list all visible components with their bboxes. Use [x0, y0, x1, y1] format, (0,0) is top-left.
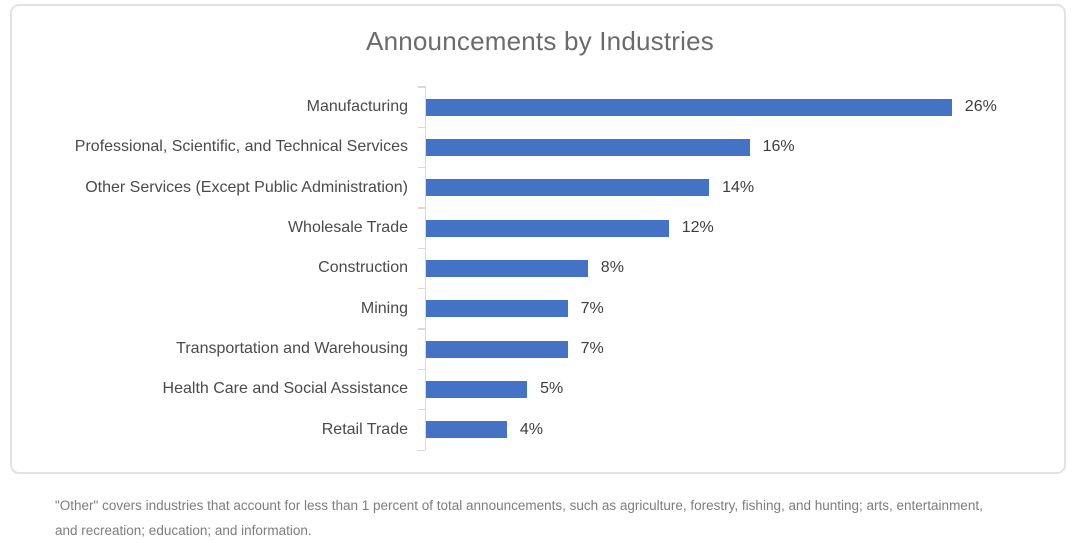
bar: [426, 219, 669, 237]
bar-track: 7%: [418, 328, 1062, 370]
value-label: 4%: [519, 420, 544, 438]
bar-track: 16%: [418, 126, 1062, 168]
bar-row: Mining 7%: [0, 287, 1062, 329]
bar-track: 4%: [418, 408, 1062, 450]
bar-row: Health Care and Social Assistance 5%: [0, 368, 1062, 410]
category-label: Transportation and Warehousing: [176, 340, 408, 358]
chart-frame: [10, 4, 1066, 474]
value-label: 14%: [722, 178, 755, 196]
bar-track: 14%: [418, 166, 1062, 208]
bar: [426, 98, 952, 116]
bar-row: Construction 8%: [0, 247, 1062, 289]
bar-row: Professional, Scientific, and Technical …: [0, 126, 1062, 168]
bar: [426, 340, 568, 358]
value-label: 7%: [580, 299, 604, 317]
bar: [426, 421, 507, 439]
bar-row: Other Services (Except Public Administra…: [0, 166, 1062, 208]
bar: [426, 179, 710, 197]
bar: [426, 138, 750, 156]
bar-row: Wholesale Trade 12%: [0, 207, 1062, 249]
bar-chart-plot-area: Manufacturing 26% Professional, Scientific…: [0, 86, 1062, 451]
category-label: Wholesale Trade: [287, 219, 408, 237]
bar-track: 8%: [418, 247, 1062, 289]
bar-row: Transportation and Warehousing 7%: [0, 328, 1062, 370]
value-label: 5%: [540, 380, 564, 398]
value-label: 16%: [762, 138, 795, 156]
footnote: "Other" covers industries that account f…: [55, 497, 983, 538]
bar-track: 12%: [418, 207, 1062, 249]
value-label: 26%: [964, 98, 997, 116]
bar: [426, 380, 528, 398]
category-label: Mining: [360, 299, 408, 317]
value-label: 8%: [600, 259, 624, 277]
bar: [426, 259, 588, 277]
category-label: Retail Trade: [321, 420, 408, 438]
bar-track: 5%: [418, 368, 1062, 410]
bar-row: Retail Trade 4%: [0, 408, 1062, 450]
category-label: Construction: [318, 259, 408, 277]
value-label: 7%: [580, 340, 604, 358]
category-label: Professional, Scientific, and Technical …: [74, 138, 408, 156]
category-label: Manufacturing: [306, 98, 408, 116]
category-label: Health Care and Social Assistance: [162, 380, 408, 398]
category-label: Other Services (Except Public Administra…: [85, 178, 408, 196]
bar-track: 26%: [418, 86, 1062, 128]
bar-track: 7%: [418, 287, 1062, 329]
chart-title: Announcements by Industries: [366, 26, 714, 56]
bar: [426, 300, 568, 318]
bar-row: Manufacturing 26%: [0, 86, 1062, 128]
value-label: 12%: [681, 219, 714, 237]
